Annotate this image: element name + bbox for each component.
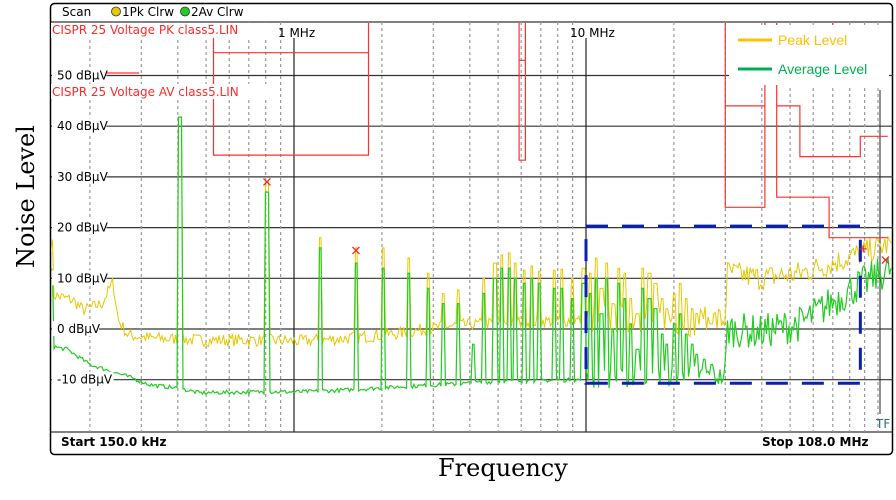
markers <box>263 178 890 265</box>
y-tick-bg <box>52 67 107 83</box>
limit-lines <box>53 23 888 239</box>
peak-marker-plus <box>859 245 867 253</box>
x-tick-label: 10 MHz <box>570 26 615 40</box>
limit-label-av: CISPR 25 Voltage AV class5.LIN <box>52 85 239 99</box>
scan-label: Scan <box>62 5 91 19</box>
x-axis-title: Frequency <box>438 454 568 482</box>
x-tick-label: 1 MHz <box>278 26 315 40</box>
trace2-indicator-icon <box>180 6 190 17</box>
tf-indicator: TF <box>875 417 890 431</box>
peak-trace <box>51 116 892 348</box>
y-tick-label: 10 dBµV <box>57 271 109 285</box>
legend-peak-label: Peak Level <box>778 32 847 48</box>
peak-marker-x <box>263 178 271 186</box>
y-tick-label: 20 dBµV <box>57 221 109 235</box>
y-tick-label: 0 dBµV <box>57 322 101 336</box>
limit-line <box>518 60 527 161</box>
start-frequency: Start 150.0 kHz <box>61 435 166 449</box>
y-tick-label: 50 dBµV <box>57 69 109 83</box>
trace2-label[interactable]: 2Av Clrw <box>191 5 244 19</box>
y-tick-bg <box>52 118 107 134</box>
legend-average-label: Average Level <box>778 61 867 77</box>
trace1-label[interactable]: 1Pk Clrw <box>122 5 174 19</box>
limit-label-pk: CISPR 25 Voltage PK class5.LIN <box>52 23 238 37</box>
limit-line <box>212 23 370 54</box>
peak-marker-x <box>881 256 890 265</box>
limit-line <box>776 105 888 158</box>
y-tick-bg <box>52 371 114 387</box>
average-trace <box>51 116 892 396</box>
y-tick-label: 40 dBµV <box>57 119 109 133</box>
y-tick-bg <box>52 270 107 286</box>
y-tick-bg <box>52 168 107 184</box>
av-label-bg <box>51 84 267 99</box>
y-tick-labels: 50 dBµV 40 dBµV 30 dBµV 20 dBµV 10 dBµV 0 dBµ… <box>52 67 114 387</box>
pk-label-bg <box>51 23 267 38</box>
limit-line <box>776 23 888 239</box>
y-tick-label: -10 dBµV <box>57 373 113 387</box>
trace1-indicator-icon <box>111 6 121 17</box>
limit-line <box>518 23 527 61</box>
legend-box <box>729 25 889 85</box>
limit-labels: CISPR 25 Voltage PK class5.LIN CISPR 25 V… <box>51 23 267 99</box>
limit-line <box>212 52 370 156</box>
y-tick-bg <box>52 321 100 336</box>
y-tick-bg <box>52 219 107 235</box>
stop-frequency: Stop 108.0 MHz <box>762 435 869 449</box>
y-tick-label: 30 dBµV <box>57 170 109 184</box>
peak-marker-x <box>351 246 360 255</box>
x-tick-labels: 1 MHz 10 MHz <box>278 26 615 40</box>
y-axis-title: Noise Level <box>12 125 40 268</box>
limit-line <box>724 105 766 208</box>
traces <box>51 116 892 396</box>
